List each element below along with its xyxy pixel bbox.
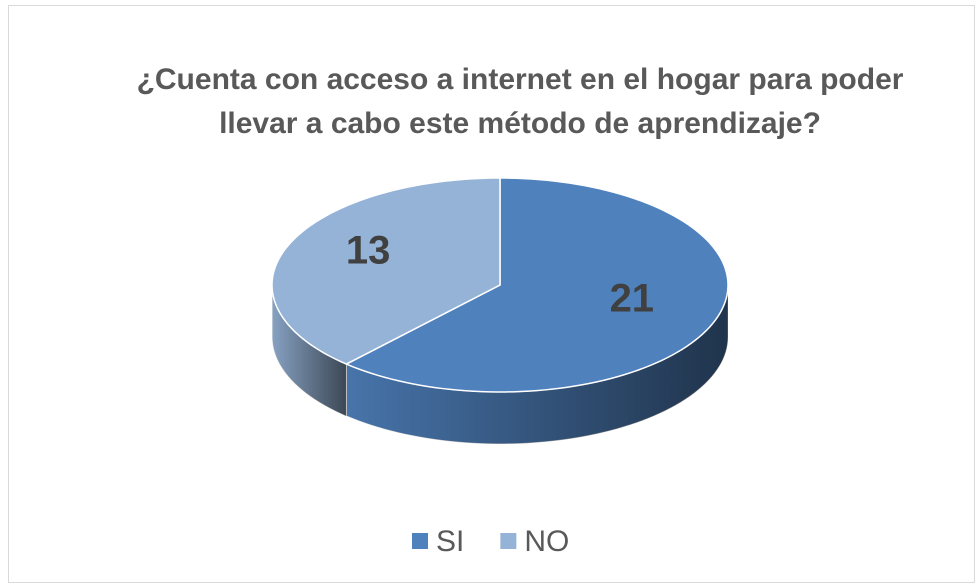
legend-label: SI <box>436 525 464 558</box>
legend-swatch <box>412 533 428 549</box>
legend-label: NO <box>524 525 569 558</box>
chart-border <box>8 5 975 583</box>
pie-slice <box>344 177 729 393</box>
side-shade <box>346 285 728 444</box>
pie-slice <box>271 177 501 365</box>
side-shade <box>272 285 347 417</box>
data-label: 13 <box>346 229 391 273</box>
data-label: 21 <box>610 277 655 321</box>
chart-title: ¿Cuenta con acceso a internet en el hoga… <box>136 63 904 140</box>
legend-swatch <box>500 533 517 549</box>
